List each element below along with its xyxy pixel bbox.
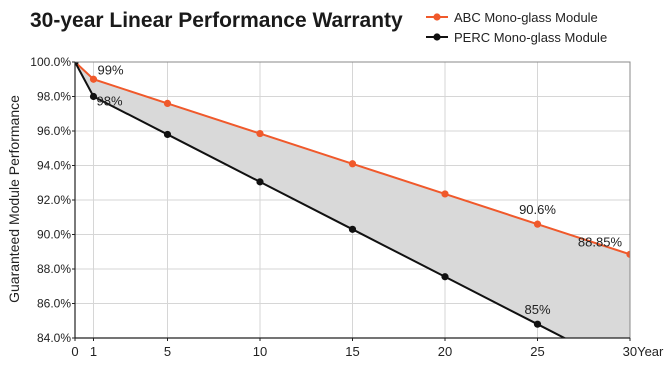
y-tick-label: 86.0% [37, 297, 71, 311]
data-point [533, 320, 542, 328]
axes: 84.0% 86.0% 88.0% 90.0% 92.0% 94.0% 96.0% 98.0%… [30, 55, 664, 359]
data-point [89, 92, 98, 101]
data-label: 98% [97, 94, 123, 109]
data-point [89, 75, 98, 83]
data-label: 99% [98, 62, 124, 77]
x-tick-label: 10 [253, 344, 267, 359]
data-point [75, 62, 79, 66]
x-tick-label: 1 [90, 344, 97, 359]
data-point [348, 225, 357, 233]
y-tick-label: 90.0% [37, 228, 71, 242]
shaded-area [75, 62, 630, 338]
y-tick-label: 88.0% [37, 262, 71, 276]
legend-swatch-marker [433, 33, 441, 41]
y-tick-label: 84.0% [37, 331, 71, 345]
legend-label: PERC Mono-glass Module [454, 30, 607, 45]
x-tick-label: 0 [71, 344, 78, 359]
legend-label: ABC Mono-glass Module [454, 10, 598, 25]
data-point [441, 190, 449, 198]
data-label: 90.6% [519, 202, 556, 217]
series-line-1 [75, 62, 567, 338]
legend-swatch-marker [433, 13, 441, 21]
y-tick-label: 98.0% [37, 90, 71, 104]
data-point [626, 250, 630, 258]
chart-title: 30-year Linear Performance Warranty [30, 9, 403, 32]
legend: ABC Mono-glass Module PERC Mono-glass Mod… [426, 10, 607, 45]
y-tick-label: 92.0% [37, 193, 71, 207]
data-point [533, 220, 542, 228]
x-tick-label: 25 [530, 344, 544, 359]
data-point [163, 130, 172, 139]
y-tick-label: 96.0% [37, 124, 71, 138]
plot-layer [75, 62, 630, 338]
annotations: 99% 98% 90.6% 88.85% 85% [97, 62, 623, 317]
data-point [256, 178, 264, 186]
data-point [256, 129, 264, 138]
series-1 [75, 62, 567, 338]
data-label: 85% [524, 302, 550, 317]
x-tick-label: 5 [164, 344, 171, 359]
data-point [163, 99, 172, 107]
x-tick-label: 30Year [623, 344, 664, 359]
data-label: 88.85% [578, 234, 623, 249]
y-tick-label: 94.0% [37, 159, 71, 173]
x-tick-label: 15 [345, 344, 359, 359]
y-tick-label: 100.0% [30, 55, 71, 69]
series-line-0 [75, 62, 630, 256]
y-axis-label: Guaranteed Module Performance [6, 95, 22, 303]
x-tick-label: 20 [438, 344, 452, 359]
data-point [441, 273, 449, 281]
data-point [348, 160, 357, 168]
